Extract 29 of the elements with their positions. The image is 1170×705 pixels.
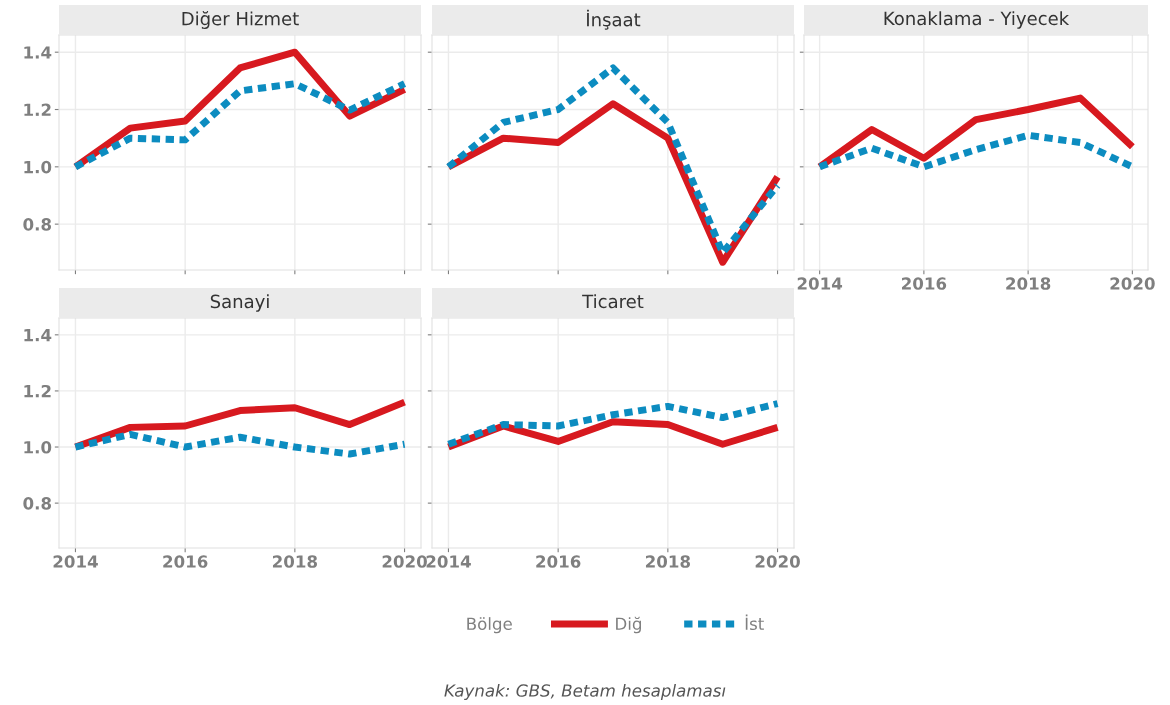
x-tick-label: 2014 [53, 555, 98, 568]
x-tick-label: 2020 [382, 555, 427, 568]
x-tick-label: 2016 [902, 277, 947, 290]
x-tick-label: 2018 [1006, 277, 1051, 290]
y-tick-label: 1.0 [24, 160, 52, 174]
chart-title: Ticaret [582, 294, 644, 309]
legend-label: Diğ [616, 616, 641, 634]
x-tick-label: 2014 [797, 277, 843, 290]
x-tick-label: 2016 [536, 555, 581, 568]
y-tick-label: 1.4 [24, 46, 52, 59]
chart-title: Sanayi [210, 294, 269, 312]
x-tick-label: 2014 [426, 555, 471, 568]
chart-title: İnşaat [587, 9, 641, 30]
y-tick-label: 0.8 [23, 218, 52, 231]
x-tick-label: 2018 [272, 555, 318, 568]
y-tick-label: 0.8 [23, 497, 52, 510]
x-tick-label: 2018 [645, 555, 691, 568]
chart-title: Diğer Hizmet [182, 11, 299, 29]
x-tick-label: 2020 [755, 555, 800, 568]
x-tick-label: 2016 [163, 555, 208, 568]
legend-label: İst [745, 614, 764, 631]
y-tick-label: 1.2 [24, 384, 51, 398]
y-tick-label: 1.4 [24, 329, 52, 342]
text: Kaynak: GBS, Betam hesaplaması [444, 683, 726, 701]
x-tick-label: 2020 [1110, 277, 1155, 290]
chart-title: Konaklama - Yiyecek [884, 11, 1070, 29]
y-tick-label: 1.2 [24, 103, 51, 116]
y-tick-label: 1.0 [24, 440, 52, 454]
legend-title: Bölge [467, 617, 512, 634]
